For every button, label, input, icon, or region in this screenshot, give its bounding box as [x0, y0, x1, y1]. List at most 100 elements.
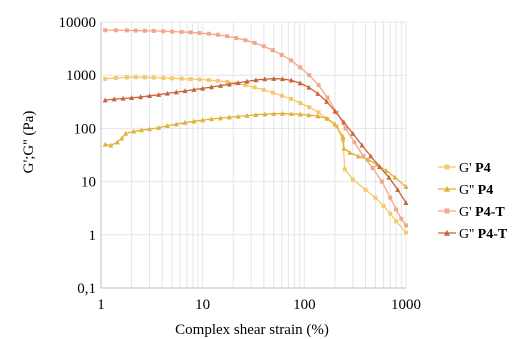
data-point [226, 81, 232, 87]
legend-item: G' P4-T [438, 205, 505, 220]
data-point [243, 83, 248, 88]
data-point [324, 115, 330, 121]
data-point [332, 121, 338, 127]
data-point [262, 111, 268, 117]
data-point [388, 195, 393, 200]
data-point [225, 79, 230, 84]
data-point [342, 167, 347, 172]
series-line [105, 76, 407, 234]
legend-marker [444, 229, 450, 236]
data-point [271, 110, 277, 116]
data-point [156, 125, 162, 130]
data-point [392, 174, 398, 180]
data-point [315, 113, 321, 119]
data-point [341, 119, 347, 125]
data-point [280, 76, 286, 82]
data-point [383, 168, 389, 173]
data-point [306, 112, 312, 118]
series-line [105, 112, 407, 188]
data-point [235, 80, 241, 85]
data-point [395, 187, 401, 193]
data-point [129, 95, 135, 101]
legend-label: G' P4-T [459, 205, 505, 220]
data-point [288, 111, 294, 117]
data-point [142, 28, 147, 33]
data-point [188, 77, 193, 82]
data-point [123, 130, 129, 136]
x-tick-label: 10 [195, 297, 210, 313]
data-point [289, 58, 294, 63]
data-point [215, 78, 220, 83]
data-point [191, 86, 197, 92]
series-line [105, 29, 407, 226]
data-point [289, 96, 294, 101]
data-point [138, 127, 144, 133]
data-point [316, 83, 321, 88]
y-axis-title: G';G'' (Pa) [21, 111, 37, 174]
data-point [142, 75, 147, 80]
data-point [215, 32, 220, 37]
data-point [208, 116, 214, 122]
data-point [235, 113, 241, 119]
x-axis-title: Complex shear strain (%) [175, 322, 329, 338]
data-point [161, 75, 166, 80]
data-point [386, 174, 392, 180]
data-point [394, 219, 399, 224]
data-point [191, 118, 197, 124]
data-point [315, 90, 321, 96]
data-point [379, 179, 384, 184]
data-point [208, 84, 214, 90]
data-point [124, 28, 129, 33]
data-point [197, 77, 202, 82]
data-point [352, 140, 357, 145]
data-point [102, 97, 108, 103]
data-point [244, 112, 250, 118]
legend-item: G'' P4 [438, 183, 493, 198]
y-tick-label: 10 [81, 175, 96, 191]
series-4 [102, 75, 409, 205]
data-point [151, 28, 156, 33]
data-point [133, 75, 138, 80]
data-point [332, 108, 338, 114]
data-point [164, 90, 170, 96]
data-point [138, 94, 144, 100]
data-point [261, 87, 266, 92]
grid [100, 21, 407, 289]
data-point [347, 149, 353, 155]
data-point [280, 110, 286, 116]
series-1 [103, 75, 408, 235]
legend-label: G'' P4-T [459, 227, 508, 242]
legend-marker [444, 164, 450, 170]
data-point [316, 110, 321, 115]
data-point [325, 95, 330, 100]
y-tick-label: 1000 [66, 68, 96, 84]
data-point [182, 88, 188, 94]
data-point [253, 112, 259, 118]
data-point [297, 80, 303, 86]
data-point [218, 82, 224, 88]
data-point [252, 40, 257, 45]
data-point [261, 44, 266, 49]
data-point [270, 48, 275, 53]
legend-item: G'' P4-T [438, 227, 508, 242]
series-3 [103, 28, 408, 228]
data-point [324, 98, 330, 104]
series-2 [102, 110, 409, 189]
data-point [179, 76, 184, 81]
data-point [119, 135, 125, 141]
data-point [298, 65, 303, 70]
data-point [253, 77, 259, 83]
legend-label: G'' P4 [459, 183, 493, 198]
data-point [403, 200, 409, 205]
data-point [381, 203, 386, 208]
data-point [114, 139, 120, 145]
legend-label: G' P4 [459, 161, 491, 176]
legend-marker [444, 208, 450, 214]
data-point [147, 126, 153, 132]
data-point [113, 28, 118, 33]
data-point [341, 145, 347, 151]
series-layer [102, 28, 409, 235]
data-point [225, 34, 230, 39]
data-point [124, 75, 129, 80]
